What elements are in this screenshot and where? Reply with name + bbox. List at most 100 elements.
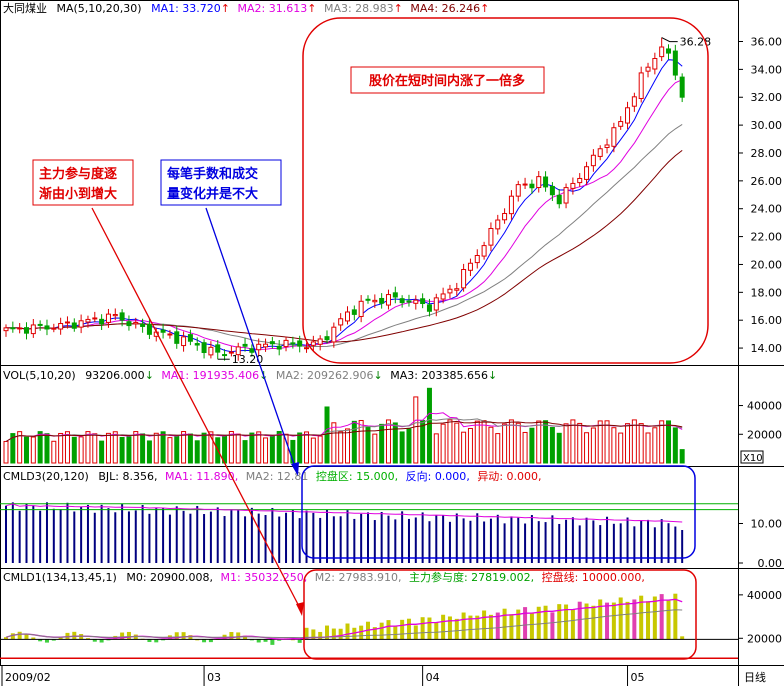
cmld1-bar: [475, 615, 480, 640]
candle-body: [85, 318, 91, 323]
volume-bar: [672, 427, 678, 464]
cmld1-bar: [72, 631, 77, 640]
candle-body: [310, 341, 316, 346]
volume-bar: [290, 439, 296, 464]
m1-value: 35032.250: [244, 571, 304, 584]
kongpanxian-value: 10000.000: [582, 571, 642, 584]
cmld1-bar: [461, 612, 466, 640]
cmld1-bar: [516, 609, 521, 640]
cmld1-bar: [120, 632, 125, 640]
cmld1-bar: [625, 601, 630, 640]
candle-body: [208, 346, 214, 356]
cmld1-bar: [468, 615, 473, 640]
candle-body: [515, 184, 521, 197]
volume-bar: [297, 432, 303, 464]
volume-bar: [652, 427, 658, 464]
volume-bar: [263, 437, 269, 464]
cmld1-bar: [318, 631, 323, 640]
volume-bar: [508, 419, 514, 464]
cmld1-bar: [270, 639, 275, 645]
zhuli-value: 27819.002: [471, 571, 531, 584]
candle-body: [37, 323, 43, 326]
volume-bar: [10, 433, 16, 464]
blue-pointer-line: [205, 207, 297, 471]
volume-bar: [467, 427, 473, 464]
stock-name: 大同煤业: [3, 1, 47, 15]
candle-body: [249, 348, 255, 353]
cmld1-bar: [543, 605, 548, 640]
volume-bar: [385, 419, 391, 464]
volume-bar: [99, 440, 105, 464]
volume-bar: [372, 433, 378, 464]
price-tick-label: 18.00: [751, 286, 783, 299]
cmld1-bar: [126, 631, 131, 640]
volume-bar: [208, 431, 214, 464]
cmld3-ma1-line: [5, 503, 683, 523]
volume-bar: [160, 431, 166, 464]
blue-note-line-1: 每笔手数和成交: [167, 166, 258, 182]
candle-body: [372, 299, 378, 303]
candle-body: [467, 262, 473, 271]
red-note-box: [32, 159, 134, 206]
candle-body: [488, 227, 494, 246]
candle-body: [481, 245, 487, 257]
volume-bar: [58, 432, 64, 464]
x-tick-label: 04: [426, 671, 440, 684]
volume-bar: [249, 432, 255, 464]
cmld1-bar: [202, 639, 207, 643]
cmld1-bar: [277, 639, 282, 641]
cmld1-bar: [434, 622, 439, 640]
cmld1-bar: [659, 594, 664, 640]
fanxiang-value: 0.000: [435, 470, 467, 483]
volume-unit-box: [740, 450, 764, 464]
candle-body: [577, 177, 583, 184]
volume-bar: [3, 440, 9, 464]
volume-bar: [638, 423, 644, 464]
candle-body: [44, 325, 50, 330]
volume-header: VOL(5,10,20) 93206.000↓ MA1: 191935.406↓…: [3, 369, 497, 382]
cmld1-bar: [652, 596, 657, 640]
candle-body: [71, 322, 77, 329]
candle-body: [543, 176, 549, 188]
cmld3-tick-label: 10.00: [751, 518, 783, 531]
cmld1-bar: [673, 593, 678, 640]
candle-body: [385, 294, 391, 306]
cmld1-bar: [345, 623, 350, 640]
volume-bar: [324, 406, 330, 464]
ma1-name: MA1: [151, 2, 175, 15]
volume-tick-label: 20000: [747, 428, 782, 441]
volume-bar: [331, 422, 337, 464]
price-tick-label: 16.00: [751, 314, 783, 327]
ma2-value: 31.613: [269, 2, 308, 15]
cmld1-bar: [147, 639, 152, 643]
candle-body: [413, 299, 419, 304]
volume-bar: [78, 436, 84, 464]
volume-bar: [515, 422, 521, 464]
cmld1-bar: [406, 618, 411, 640]
cmld1-bar: [454, 618, 459, 640]
candle-body: [549, 185, 555, 196]
candle-body: [536, 176, 542, 188]
ma1-value: 33.720: [182, 2, 221, 15]
volume-bar: [618, 432, 624, 464]
volume-bar: [679, 449, 685, 464]
volume-bar: [666, 420, 672, 464]
cmld1-m1-line: [5, 598, 683, 640]
candle-body: [215, 344, 221, 353]
candle-body: [222, 354, 228, 357]
candle-body: [269, 341, 275, 345]
price-tick-label: 36.00: [751, 36, 783, 49]
ma3-value: 28.983: [355, 2, 394, 15]
cmld1-bar: [338, 628, 343, 640]
red-note-line-2: 渐由小到增大: [39, 186, 117, 202]
blue-note-box: [160, 159, 282, 206]
volume-bar: [228, 431, 234, 464]
axes: 36.00 34.00 32.00 30.00 28.00 26.00 24.00 22.00…: [1, 36, 783, 686]
candle-body: [679, 76, 685, 98]
volume-bar: [345, 428, 350, 464]
volume-bar: [659, 420, 665, 464]
cmld1-bar: [243, 635, 248, 640]
cmld1-bar: [577, 601, 582, 640]
volume-bar: [488, 426, 494, 464]
